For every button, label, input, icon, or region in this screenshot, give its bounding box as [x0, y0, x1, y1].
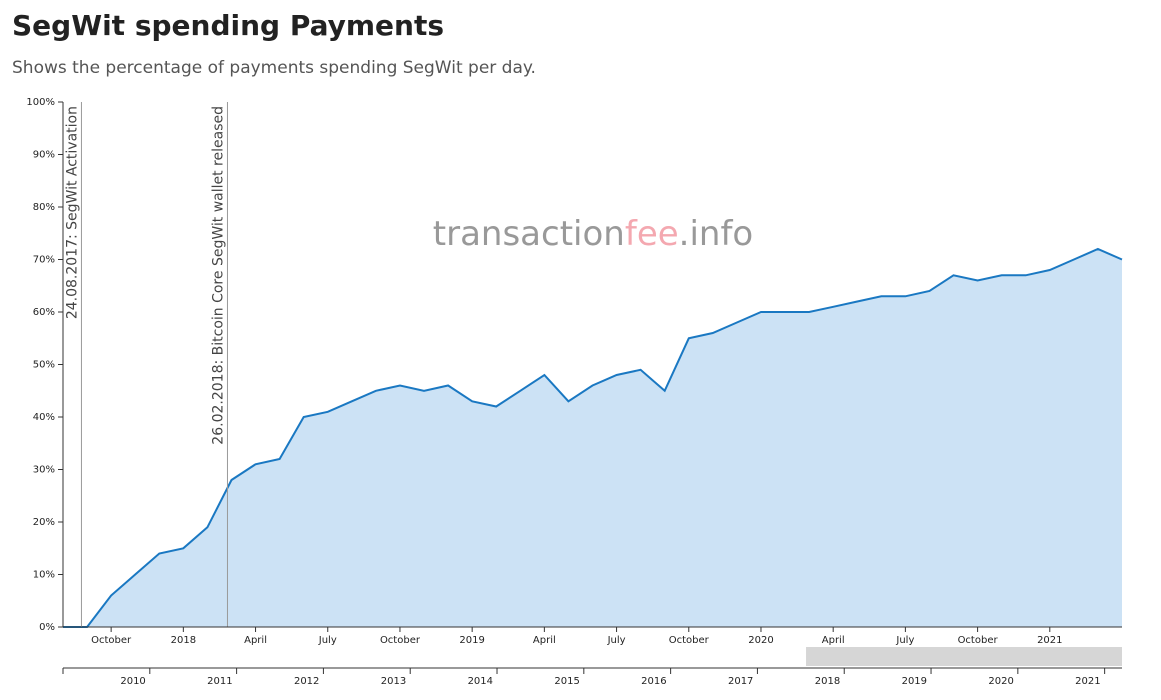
y-tick-label: 70%: [33, 255, 55, 266]
navigator-tick-label: 2016: [641, 676, 666, 687]
chart-title: SegWit spending Payments: [12, 9, 444, 42]
y-tick-label: 50%: [33, 360, 55, 371]
x-tick-label: April: [822, 635, 845, 646]
x-tick-label: October: [958, 635, 999, 646]
navigator-tick-label: 2013: [381, 676, 406, 687]
navigator-tick-label: 2019: [902, 676, 927, 687]
navigator-tick-label: 2021: [1075, 676, 1100, 687]
x-tick-label: 2020: [748, 635, 773, 646]
watermark-part: fee: [625, 214, 679, 254]
y-tick-label: 90%: [33, 150, 55, 161]
y-tick-label: 60%: [33, 307, 55, 318]
navigator-tick-label: 2015: [554, 676, 579, 687]
y-tick-label: 10%: [33, 570, 55, 581]
line: [63, 247, 1123, 628]
x-tick-label: October: [91, 635, 132, 646]
chart-subtitle: Shows the percentage of payments spendin…: [12, 58, 536, 78]
navigator-tick-label: 2012: [294, 676, 319, 687]
area: [63, 249, 1122, 627]
x-tick-label: 2019: [459, 635, 484, 646]
navigator-tick-label: 2017: [728, 676, 753, 687]
annotation-label: 24.08.2017: SegWit Activation: [64, 106, 80, 319]
watermark: transactionfee.info: [433, 214, 753, 254]
x-tick-label: 2021: [1037, 635, 1062, 646]
y-tick-label: 80%: [33, 202, 55, 213]
y-tick-label: 30%: [33, 465, 55, 476]
navigator-tick-label: 2018: [815, 676, 840, 687]
watermark-part: transaction: [433, 214, 625, 254]
x-tick-label: July: [895, 635, 914, 646]
x-tick-label: July: [318, 635, 337, 646]
annotation-label: 26.02.2018: Bitcoin Core SegWit wallet r…: [210, 106, 226, 445]
y-tick-label: 40%: [33, 412, 55, 423]
x-tick-label: October: [669, 635, 710, 646]
x-tick-label: 2018: [171, 635, 196, 646]
navigator-tick-label: 2010: [120, 676, 145, 687]
y-tick-label: 20%: [33, 517, 55, 528]
y-tick-label: 0%: [39, 622, 55, 633]
x-tick-label: October: [380, 635, 421, 646]
x-tick-label: July: [607, 635, 626, 646]
navigator-tick-label: 2020: [988, 676, 1013, 687]
navigator-tick-label: 2014: [468, 676, 493, 687]
y-tick-label: 100%: [26, 97, 55, 108]
navigator-tick-label: 2011: [207, 676, 232, 687]
watermark-part: .info: [679, 214, 754, 254]
navigator-brush[interactable]: [806, 647, 1122, 666]
x-tick-label: April: [533, 635, 556, 646]
x-tick-label: April: [244, 635, 267, 646]
